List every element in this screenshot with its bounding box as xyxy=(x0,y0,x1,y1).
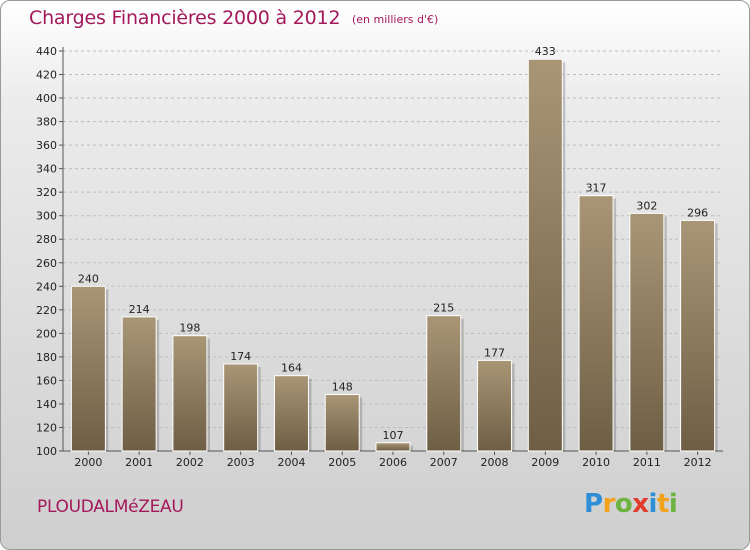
value-label: 198 xyxy=(179,322,200,335)
x-tick-label: 2007 xyxy=(430,456,458,469)
value-label: 214 xyxy=(129,303,150,316)
y-tick-label: 240 xyxy=(36,280,57,293)
chart-subtitle: (en milliers d'€) xyxy=(352,13,439,26)
y-tick-label: 360 xyxy=(36,139,57,152)
x-tick-label: 2012 xyxy=(684,456,712,469)
y-tick-label: 200 xyxy=(36,327,57,340)
x-tick-label: 2001 xyxy=(125,456,153,469)
y-tick-label: 140 xyxy=(36,398,57,411)
x-tick-label: 2009 xyxy=(531,456,559,469)
x-tick-label: 2006 xyxy=(379,456,407,469)
logo-letter: P xyxy=(584,489,603,519)
x-tick-label: 2005 xyxy=(328,456,356,469)
bar-2002 xyxy=(172,335,208,452)
commune-name: PLOUDALMéZEAU xyxy=(37,497,184,517)
bar-2010 xyxy=(578,195,614,452)
value-label: 302 xyxy=(636,199,657,212)
y-tick-label: 440 xyxy=(36,45,57,58)
chart-title: Charges Financières 2000 à 2012 xyxy=(29,7,341,29)
y-tick-label: 280 xyxy=(36,233,57,246)
labels: 240 2000 214 2001 198 2002 174 2003 164 2004 148 20… xyxy=(74,45,711,469)
y-tick-label: 220 xyxy=(36,304,57,317)
bar-2007 xyxy=(426,315,462,452)
logo-letter: t xyxy=(656,489,669,519)
bar-2009 xyxy=(527,58,563,452)
y-tick-label: 260 xyxy=(36,257,57,270)
bar-2006 xyxy=(375,442,411,452)
y-tick-label: 400 xyxy=(36,92,57,105)
value-label: 174 xyxy=(230,350,251,363)
y-tick-label: 300 xyxy=(36,210,57,223)
bar-2001 xyxy=(121,316,157,452)
x-tick-label: 2004 xyxy=(277,456,305,469)
bar-2005 xyxy=(324,394,360,452)
logo-letter: i xyxy=(668,489,678,519)
bar-2000 xyxy=(70,285,106,452)
x-tick-label: 2011 xyxy=(633,456,661,469)
logo-letter: o xyxy=(614,489,633,519)
bar-2003 xyxy=(223,363,259,452)
logo-letter: i xyxy=(648,489,658,519)
y-tick-label: 160 xyxy=(36,374,57,387)
bar-2011 xyxy=(629,212,665,452)
y-tick-label: 120 xyxy=(36,421,57,434)
x-tick-label: 2008 xyxy=(481,456,509,469)
y-tick-label: 420 xyxy=(36,69,57,82)
bar-2012 xyxy=(680,219,716,452)
value-label: 148 xyxy=(332,381,353,394)
value-label: 177 xyxy=(484,346,505,359)
x-tick-label: 2000 xyxy=(74,456,102,469)
bars xyxy=(70,58,718,452)
y-tick-label: 100 xyxy=(36,445,57,458)
value-label: 317 xyxy=(586,182,607,195)
y-tick-label: 380 xyxy=(36,116,57,129)
value-label: 296 xyxy=(687,206,708,219)
value-label: 215 xyxy=(433,302,454,315)
grid-lines xyxy=(63,50,723,452)
x-tick-label: 2002 xyxy=(176,456,204,469)
y-tick-label: 340 xyxy=(36,163,57,176)
proxiti-logo: Proxiti xyxy=(584,489,678,519)
x-tick-label: 2010 xyxy=(582,456,610,469)
logo-letter: r xyxy=(602,489,616,519)
value-label: 240 xyxy=(78,272,99,285)
value-label: 164 xyxy=(281,362,302,375)
x-tick-label: 2003 xyxy=(227,456,255,469)
logo-letter: x xyxy=(632,489,649,519)
y-tick-label: 320 xyxy=(36,186,57,199)
y-tick-label: 180 xyxy=(36,351,57,364)
value-label: 433 xyxy=(535,45,556,58)
bar-2004 xyxy=(273,375,309,452)
bar-2008 xyxy=(477,359,513,452)
value-label: 107 xyxy=(383,429,404,442)
